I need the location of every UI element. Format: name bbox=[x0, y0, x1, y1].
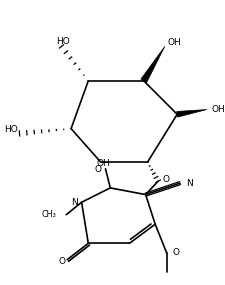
Polygon shape bbox=[140, 46, 164, 83]
Text: OH: OH bbox=[96, 158, 110, 168]
Text: CH₃: CH₃ bbox=[42, 210, 56, 219]
Text: O: O bbox=[58, 257, 65, 266]
Text: OH: OH bbox=[167, 38, 180, 47]
Text: N: N bbox=[71, 198, 78, 207]
Text: O: O bbox=[172, 249, 179, 257]
Text: OH: OH bbox=[211, 105, 224, 114]
Polygon shape bbox=[176, 109, 206, 117]
Text: O: O bbox=[162, 175, 169, 184]
Text: HO: HO bbox=[4, 125, 18, 134]
Text: O: O bbox=[94, 165, 101, 174]
Text: HO: HO bbox=[56, 37, 70, 46]
Text: N: N bbox=[185, 179, 192, 188]
